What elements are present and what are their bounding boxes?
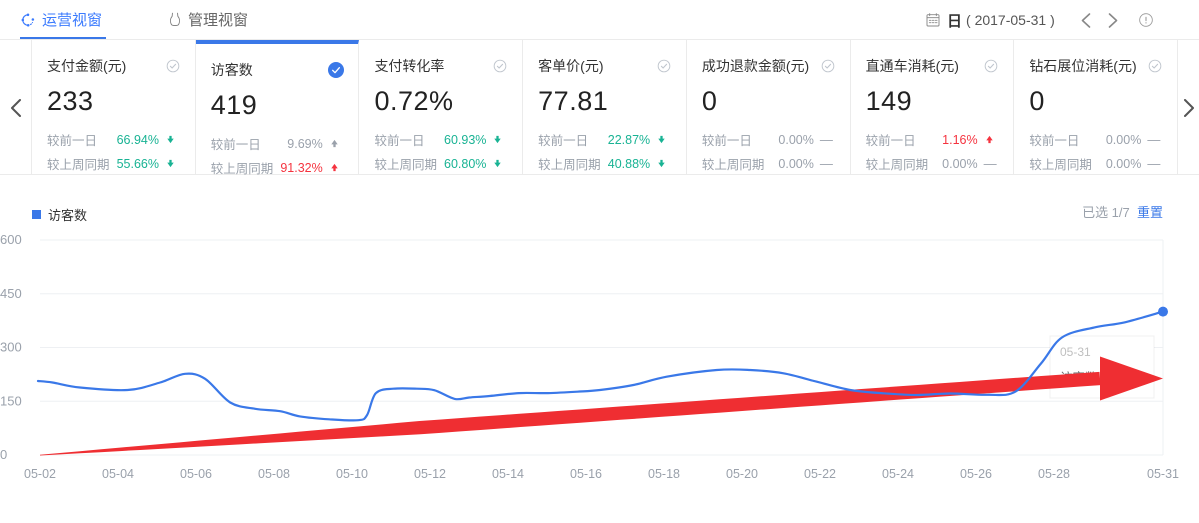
svg-text:05-10: 05-10 bbox=[336, 467, 368, 481]
svg-text:05-20: 05-20 bbox=[726, 467, 758, 481]
svg-text:05-22: 05-22 bbox=[804, 467, 836, 481]
svg-text:05-31: 05-31 bbox=[1060, 345, 1091, 359]
svg-text:05-26: 05-26 bbox=[960, 467, 992, 481]
svg-text:05-12: 05-12 bbox=[414, 467, 446, 481]
svg-text:05-08: 05-08 bbox=[258, 467, 290, 481]
svg-text:05-16: 05-16 bbox=[570, 467, 602, 481]
svg-text:600: 600 bbox=[0, 232, 22, 247]
svg-text:05-31: 05-31 bbox=[1147, 467, 1179, 481]
svg-text:05-24: 05-24 bbox=[882, 467, 914, 481]
svg-text:05-06: 05-06 bbox=[180, 467, 212, 481]
svg-text:450: 450 bbox=[0, 286, 22, 301]
svg-text:150: 150 bbox=[0, 393, 22, 408]
svg-text:05-28: 05-28 bbox=[1038, 467, 1070, 481]
svg-text:05-18: 05-18 bbox=[648, 467, 680, 481]
svg-text:300: 300 bbox=[0, 340, 22, 355]
svg-text:0: 0 bbox=[0, 447, 7, 462]
svg-text:05-02: 05-02 bbox=[24, 467, 56, 481]
svg-text:05-04: 05-04 bbox=[102, 467, 134, 481]
svg-text:05-14: 05-14 bbox=[492, 467, 524, 481]
